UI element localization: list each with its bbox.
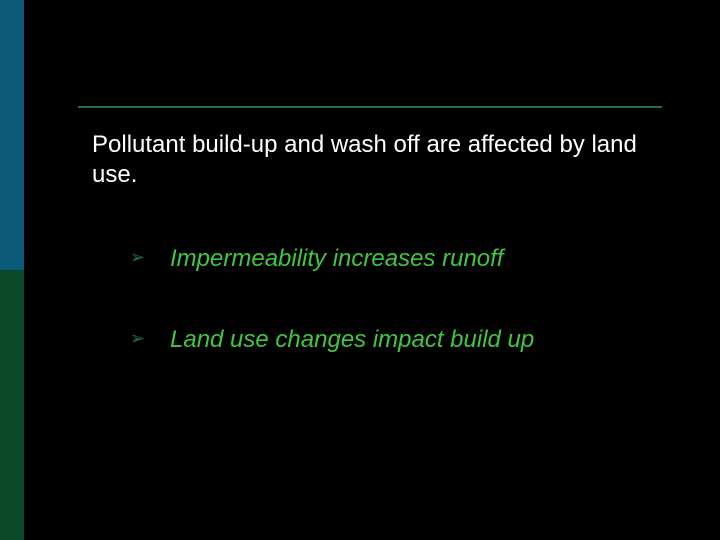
sidebar <box>0 0 24 540</box>
bullet-item: ➢ Land use changes impact build up <box>130 326 650 355</box>
slide: Pollutant build-up and wash off are affe… <box>0 0 720 540</box>
bullet-item: ➢ Impermeability increases runoff <box>130 245 650 274</box>
sidebar-top <box>0 0 24 270</box>
bullet-list: ➢ Impermeability increases runoff ➢ Land… <box>130 245 650 407</box>
bullet-marker-icon: ➢ <box>130 326 170 351</box>
bullet-text: Impermeability increases runoff <box>170 245 503 274</box>
intro-text: Pollutant build-up and wash off are affe… <box>92 130 652 190</box>
bullet-text: Land use changes impact build up <box>170 326 534 355</box>
bullet-marker-icon: ➢ <box>130 245 170 270</box>
sidebar-bottom <box>0 270 24 540</box>
horizontal-rule <box>78 106 662 108</box>
